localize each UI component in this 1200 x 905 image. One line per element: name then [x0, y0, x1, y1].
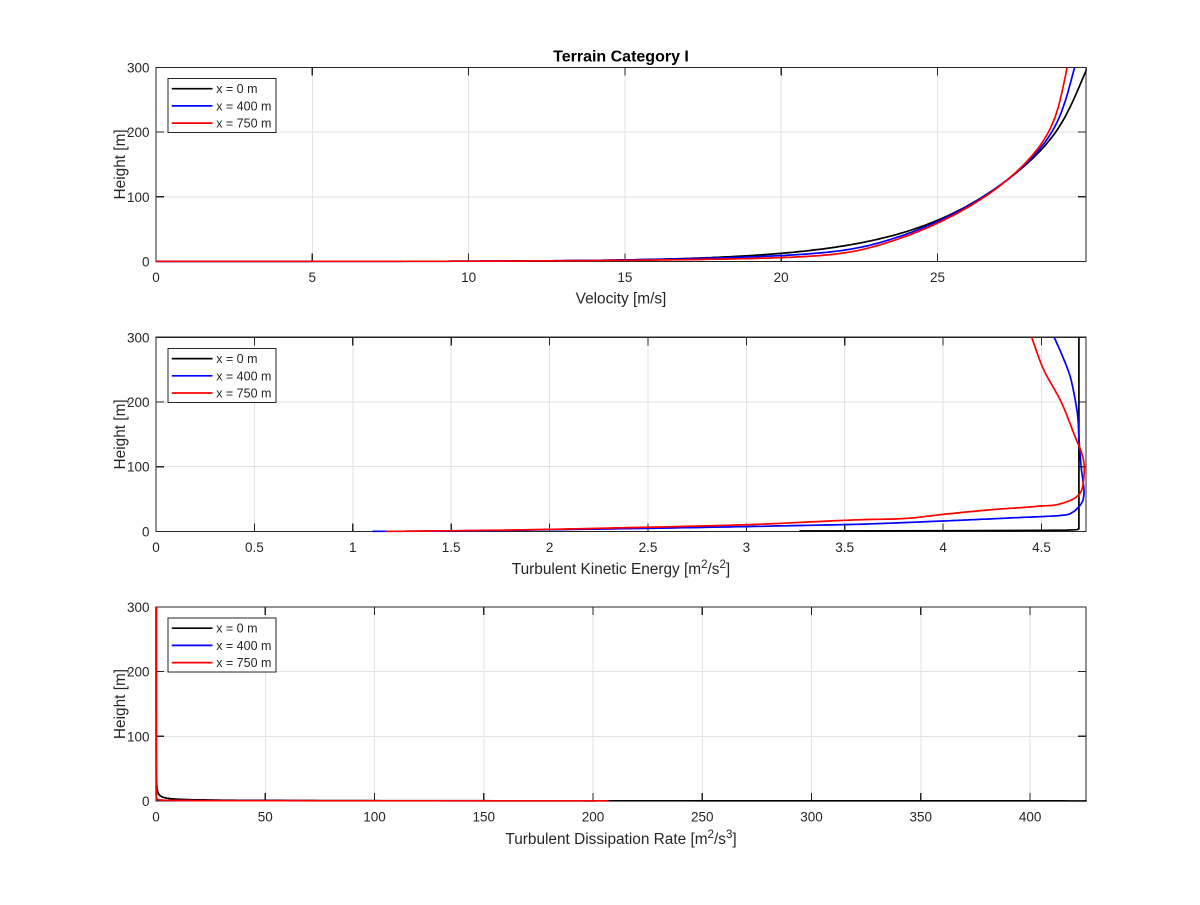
svg-text:x = 0 m: x = 0 m	[216, 82, 257, 96]
svg-text:250: 250	[691, 810, 714, 825]
svg-text:x = 750 m: x = 750 m	[216, 656, 271, 670]
svg-text:3.5: 3.5	[835, 540, 854, 555]
svg-text:300: 300	[127, 600, 150, 615]
svg-text:350: 350	[910, 810, 933, 825]
svg-text:x = 750 m: x = 750 m	[216, 387, 271, 401]
svg-text:150: 150	[473, 810, 496, 825]
svg-text:Turbulent Kinetic Energy [m2/s: Turbulent Kinetic Energy [m2/s2]	[512, 559, 730, 578]
svg-text:300: 300	[127, 330, 150, 345]
svg-text:10: 10	[461, 270, 476, 285]
svg-text:100: 100	[363, 810, 386, 825]
svg-text:1: 1	[349, 540, 357, 555]
svg-text:Terrain Category I: Terrain Category I	[553, 48, 689, 65]
svg-text:Turbulent Dissipation Rate [m2: Turbulent Dissipation Rate [m2/s3]	[505, 829, 736, 848]
svg-text:100: 100	[127, 460, 150, 475]
svg-text:x = 0 m: x = 0 m	[216, 352, 257, 366]
svg-text:0.5: 0.5	[245, 540, 264, 555]
svg-text:100: 100	[127, 729, 150, 744]
svg-text:5: 5	[309, 270, 317, 285]
svg-text:1.5: 1.5	[442, 540, 461, 555]
svg-text:200: 200	[127, 665, 150, 680]
svg-text:0: 0	[152, 270, 160, 285]
svg-text:300: 300	[800, 810, 823, 825]
svg-text:15: 15	[617, 270, 632, 285]
svg-text:20: 20	[774, 270, 789, 285]
svg-text:0: 0	[142, 255, 150, 270]
svg-text:Height [m]: Height [m]	[112, 129, 129, 199]
svg-text:4.5: 4.5	[1032, 540, 1051, 555]
svg-text:400: 400	[1019, 810, 1042, 825]
svg-text:x = 0 m: x = 0 m	[216, 622, 257, 636]
svg-text:0: 0	[142, 524, 150, 539]
svg-text:x = 400 m: x = 400 m	[216, 99, 271, 113]
svg-text:0: 0	[142, 794, 150, 809]
svg-text:100: 100	[127, 190, 150, 205]
svg-text:2: 2	[546, 540, 554, 555]
svg-text:2.5: 2.5	[639, 540, 658, 555]
svg-text:200: 200	[127, 125, 150, 140]
svg-text:0: 0	[152, 810, 160, 825]
svg-text:25: 25	[930, 270, 945, 285]
svg-text:0: 0	[152, 540, 160, 555]
svg-text:200: 200	[582, 810, 605, 825]
svg-text:Height [m]: Height [m]	[112, 669, 129, 739]
svg-text:x = 750 m: x = 750 m	[216, 117, 271, 131]
svg-text:300: 300	[127, 60, 150, 75]
svg-text:x = 400 m: x = 400 m	[216, 369, 271, 383]
svg-text:x = 400 m: x = 400 m	[216, 639, 271, 653]
svg-text:50: 50	[258, 810, 273, 825]
svg-text:3: 3	[743, 540, 751, 555]
svg-text:Height [m]: Height [m]	[112, 399, 129, 469]
svg-text:200: 200	[127, 395, 150, 410]
svg-text:Velocity [m/s]: Velocity [m/s]	[576, 290, 667, 307]
svg-text:4: 4	[939, 540, 947, 555]
